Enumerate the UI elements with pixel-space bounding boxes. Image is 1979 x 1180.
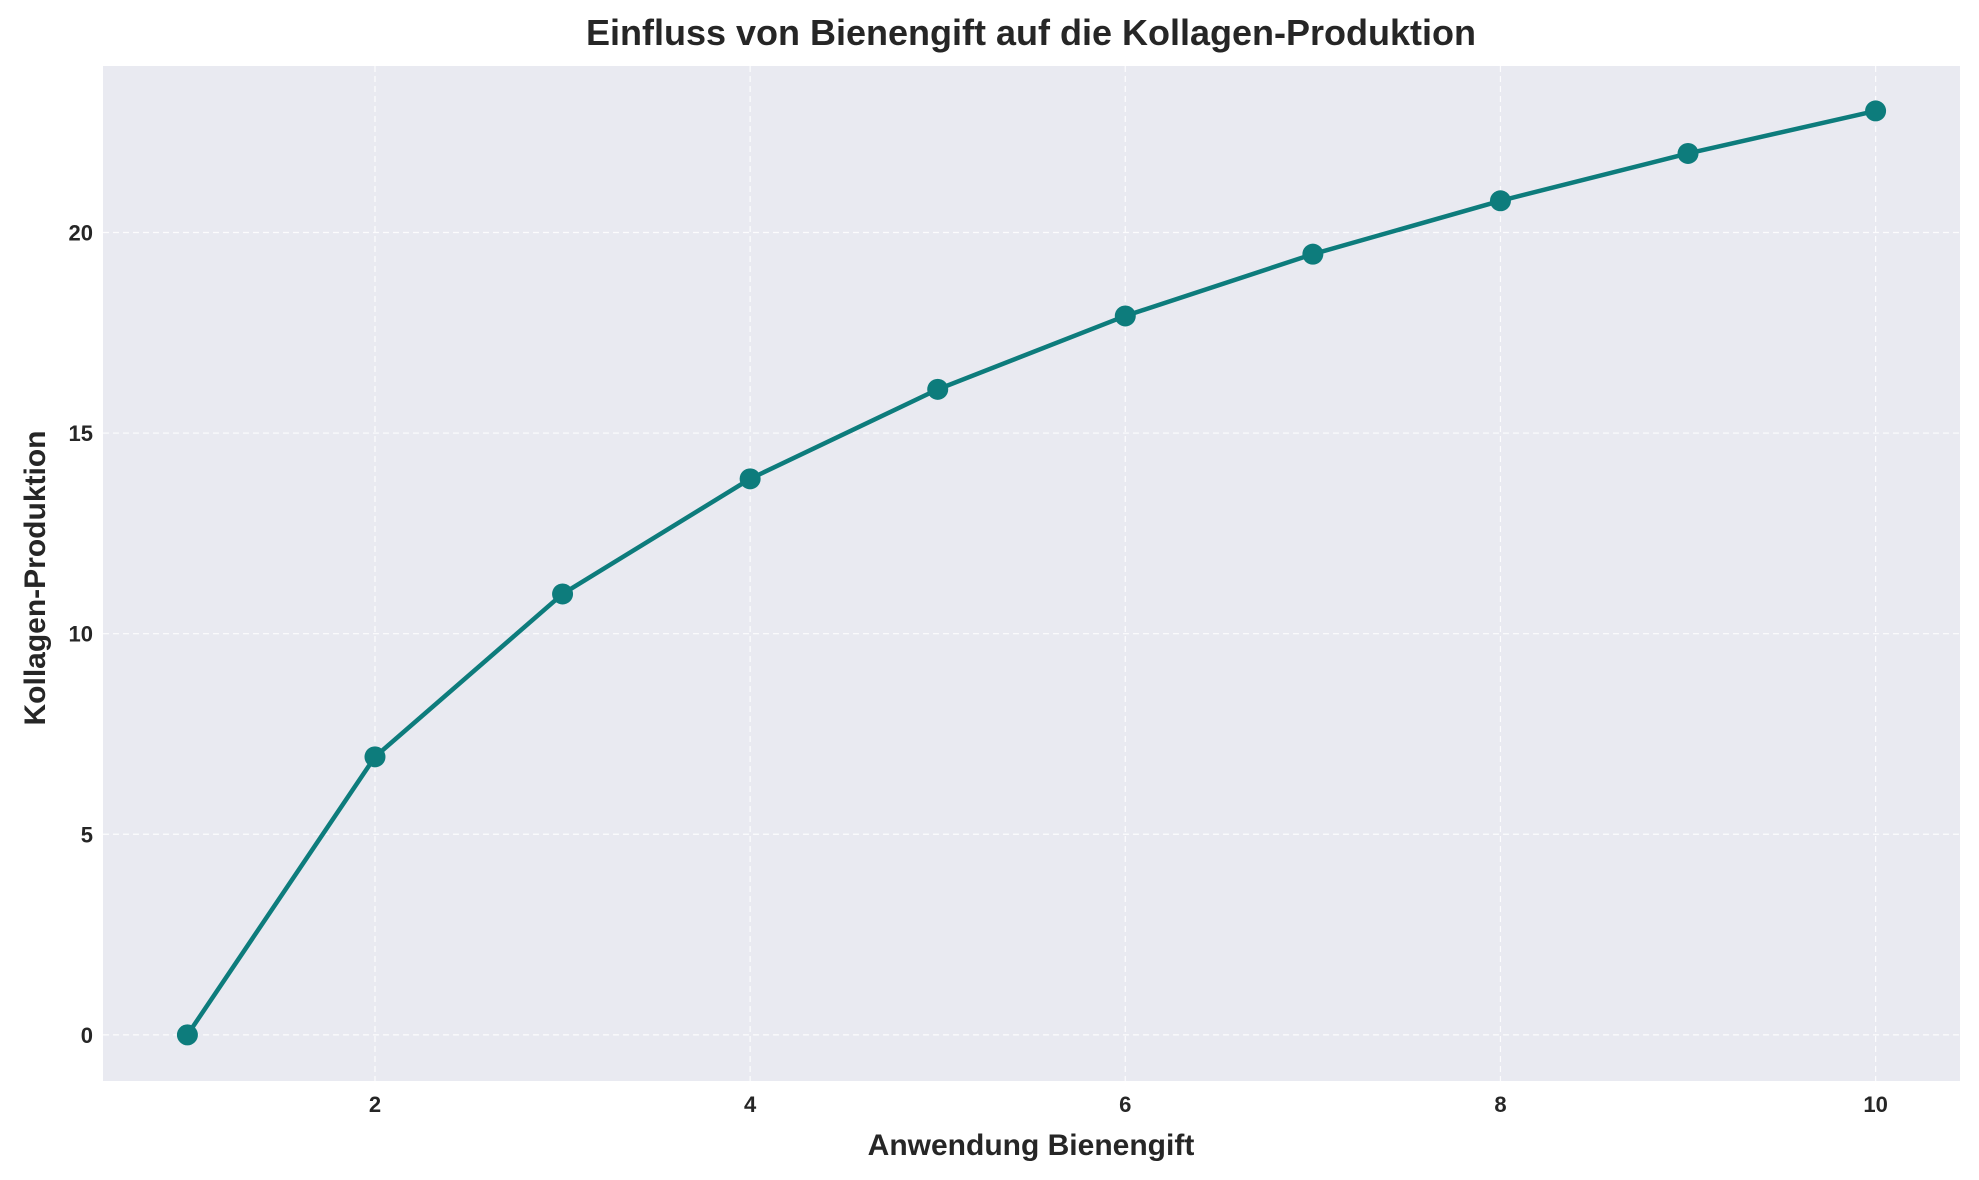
y-tick-label: 0 [81,1023,93,1048]
data-point [1489,190,1511,212]
x-tick-label: 6 [1119,1092,1131,1117]
y-axis-label: Kollagen-Produktion [19,431,52,726]
data-point [364,746,386,768]
data-point [739,468,761,490]
chart-title: Einfluss von Bienengift auf die Kollagen… [586,12,1476,53]
x-axis-label: Anwendung Bienengift [868,1129,1195,1162]
y-tick-label: 10 [69,622,93,647]
y-axis-ticks: 0 5 10 15 20 [69,220,93,1047]
series-line [185,108,1878,1038]
grid-lines [103,66,1960,1081]
plot-area [103,66,1960,1081]
data-point [1677,142,1699,164]
data-point [552,583,574,605]
data-point [1865,100,1887,122]
y-tick-label: 15 [69,421,93,446]
x-tick-label: 4 [744,1092,757,1117]
data-point [1302,243,1324,265]
x-tick-label: 10 [1863,1092,1887,1117]
series-layer [176,100,1887,1046]
data-point [927,378,949,400]
data-point [176,1024,198,1046]
y-tick-label: 5 [81,822,93,847]
x-tick-label: 8 [1494,1092,1506,1117]
y-tick-label: 20 [69,220,93,245]
x-tick-label: 2 [369,1092,381,1117]
x-axis-ticks: 2 4 6 8 10 [369,1092,1888,1117]
data-point [1114,305,1136,327]
